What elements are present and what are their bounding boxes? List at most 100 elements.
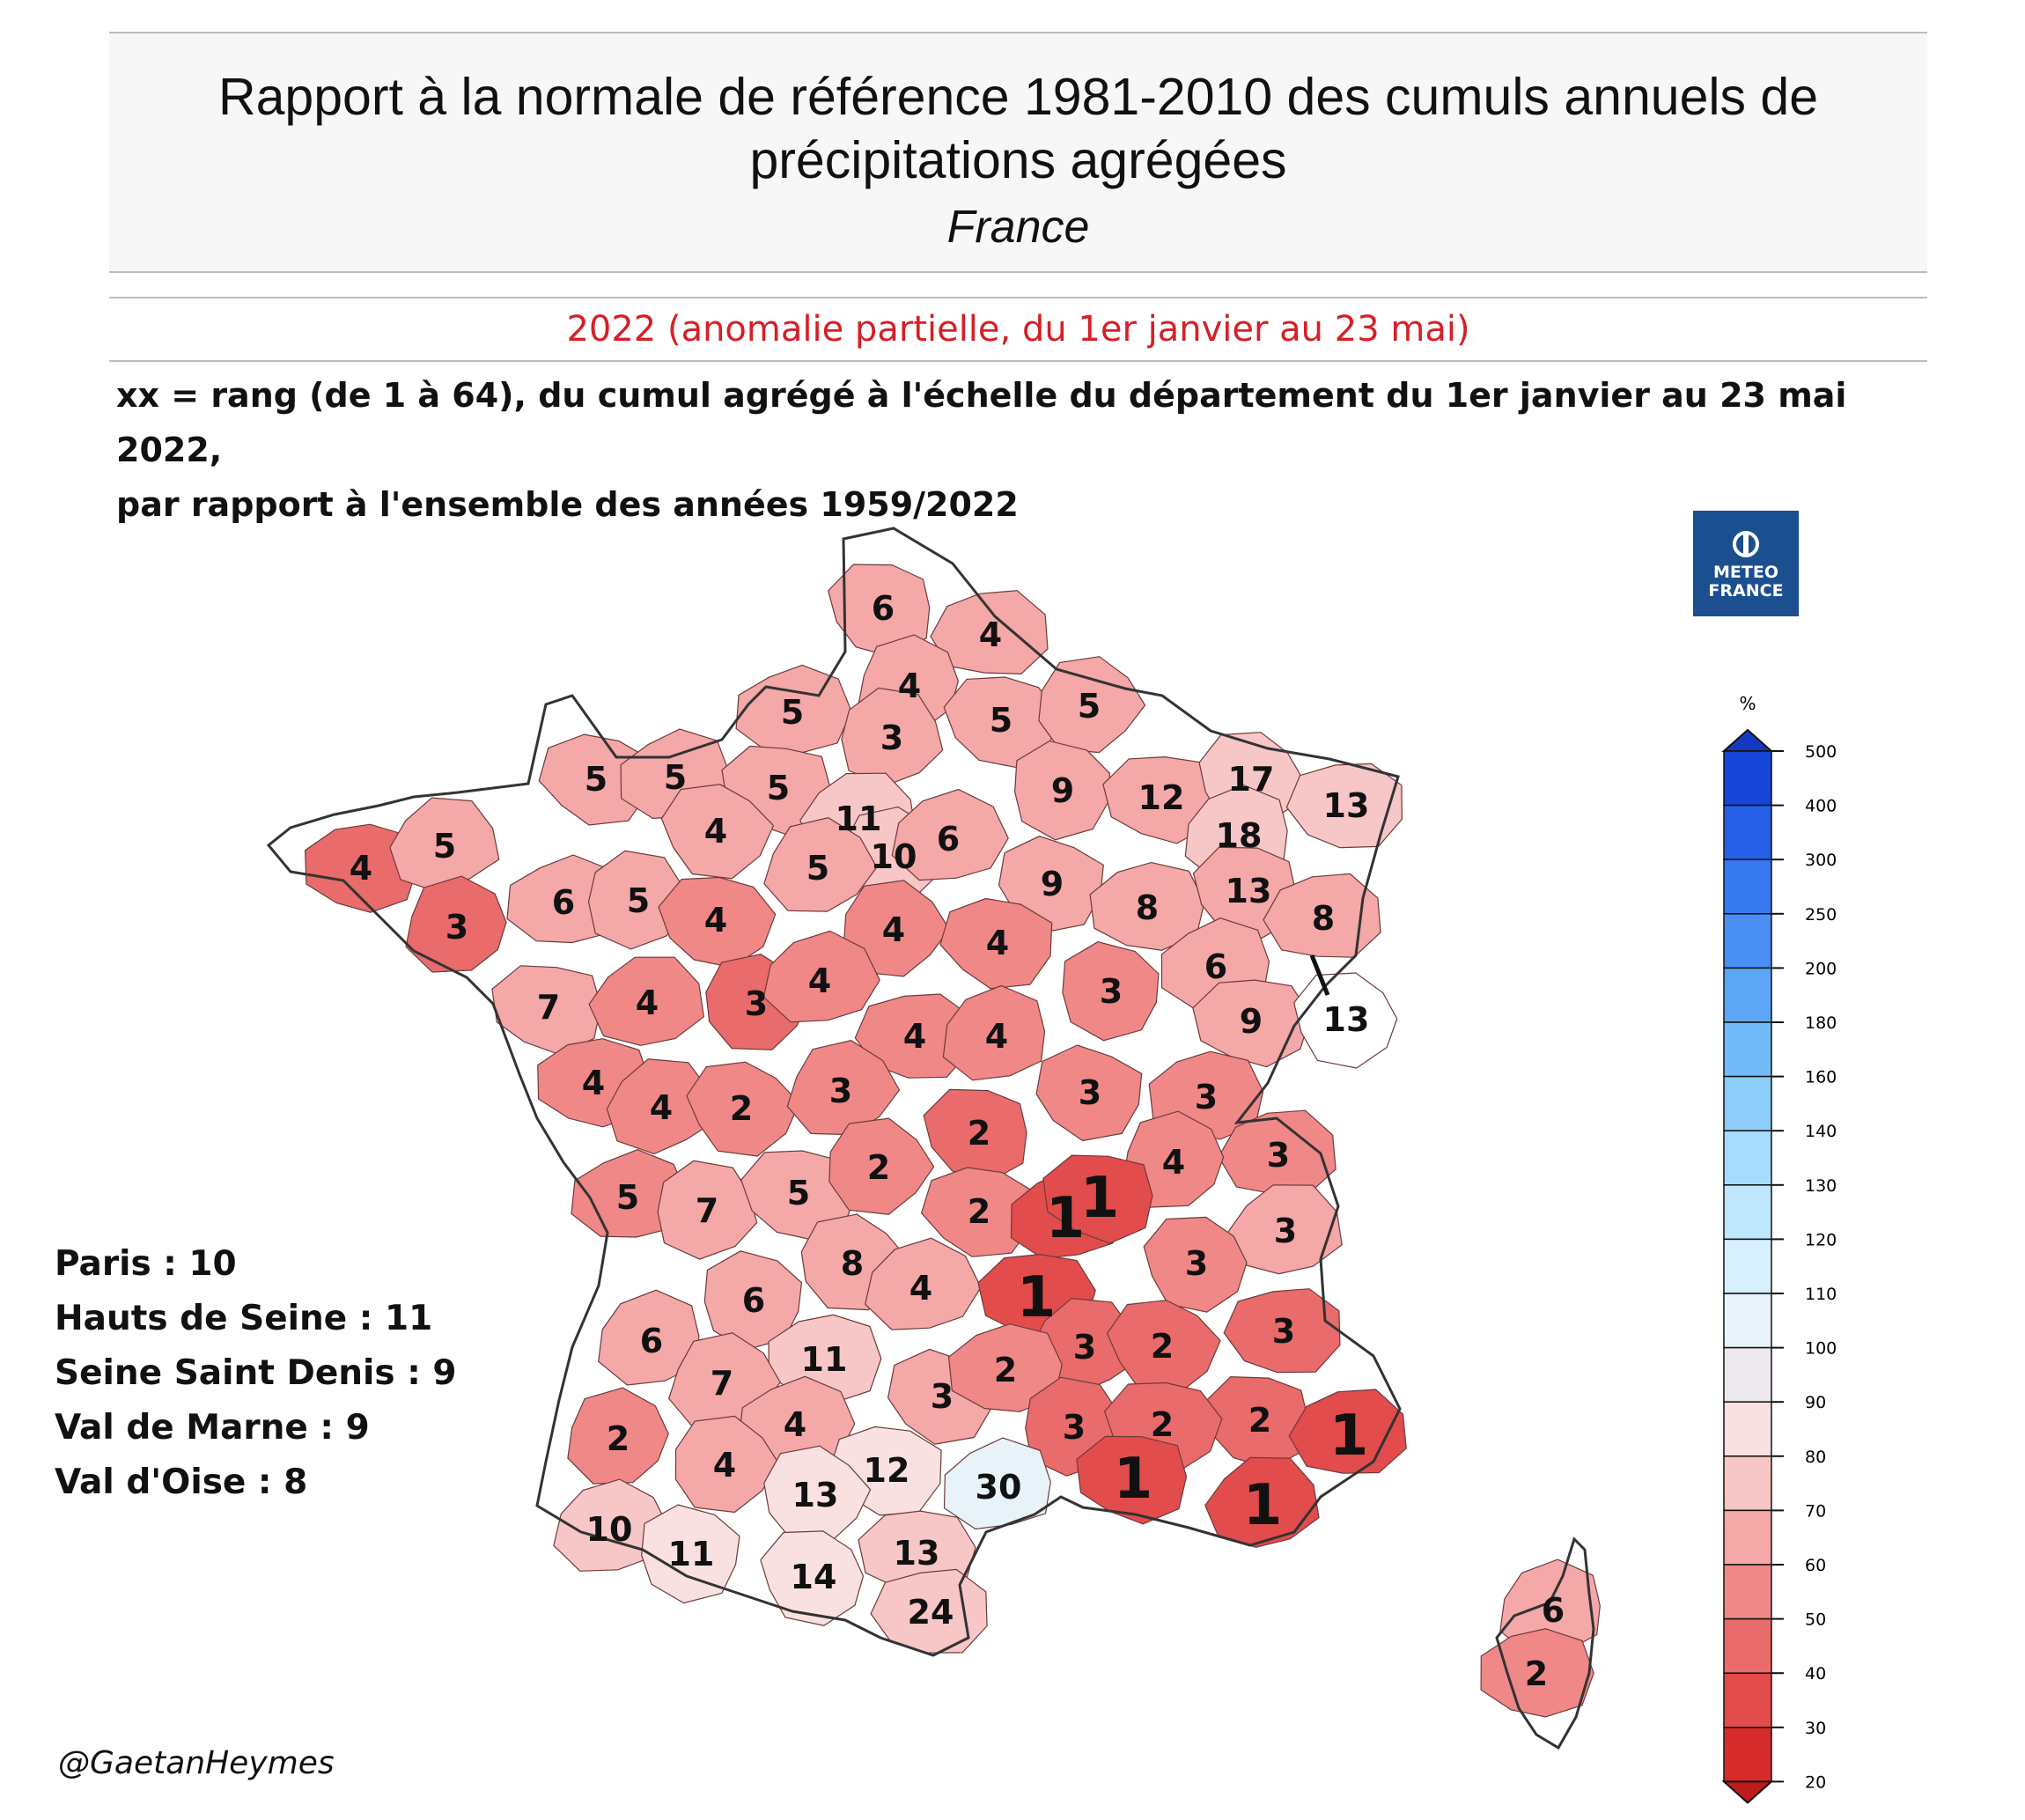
legend-arrow-top <box>1721 728 1774 752</box>
rank-label: 11 <box>836 799 882 838</box>
legend-swatch <box>1723 1509 1772 1566</box>
rank-label: 4 <box>704 901 727 939</box>
paris-area-notes: Paris : 10 Hauts de Seine : 11 Seine Sai… <box>55 1237 457 1510</box>
department-cell <box>660 784 775 880</box>
department-cell <box>703 1250 803 1351</box>
rank-label: 2 <box>968 1114 990 1153</box>
rank-label: 4 <box>882 910 905 949</box>
department-cell <box>762 930 880 1023</box>
rank-label: 5 <box>433 827 456 866</box>
rank-label: 6 <box>1204 947 1227 986</box>
rank-label: 4 <box>350 849 372 888</box>
department-cell <box>658 876 777 969</box>
rank-label: 8 <box>1312 899 1335 938</box>
legend-tick-label: 300 <box>1805 851 1837 870</box>
department-cell <box>1076 1435 1188 1525</box>
department-cell <box>1226 1184 1343 1275</box>
department-cell <box>841 687 944 787</box>
legend-tick-label: 50 <box>1805 1610 1826 1630</box>
explanation-line-1: xx = rang (de 1 à 64), du cumul agrégé à… <box>116 376 1847 469</box>
rank-label: 2 <box>994 1351 1017 1389</box>
mainland-outline <box>266 527 1402 1657</box>
explanation-line-2: par rapport à l'ensemble des années 1959… <box>116 485 1019 524</box>
rank-label: 4 <box>636 984 659 1022</box>
legend-tick-label: 20 <box>1805 1772 1826 1792</box>
department-cell <box>891 788 1009 881</box>
rank-label: 3 <box>745 984 768 1023</box>
department-cell <box>828 1117 935 1215</box>
legend-tick-label: 160 <box>1805 1068 1837 1087</box>
legend-swatch <box>1723 1238 1772 1294</box>
rank-label: 2 <box>1248 1401 1271 1440</box>
legend-swatch <box>1723 967 1772 1023</box>
legend-tick-label: 140 <box>1805 1122 1837 1141</box>
legend-swatch <box>1723 1672 1772 1728</box>
rank-label: 5 <box>767 769 790 807</box>
rank-label: 1 <box>1114 1447 1153 1512</box>
rank-label: 13 <box>894 1534 940 1573</box>
legend-tick-label: 120 <box>1805 1230 1837 1249</box>
legend-swatch <box>1723 1293 1772 1349</box>
rank-label: 4 <box>979 615 1002 654</box>
map-subtitle: France <box>946 202 1090 253</box>
department-cell <box>947 1323 1063 1412</box>
rank-label: 4 <box>582 1064 605 1102</box>
color-legend: %500400300250200180160140130120110100908… <box>1309 693 1837 1804</box>
rank-label: 4 <box>986 924 1009 962</box>
rank-label: 3 <box>931 1377 954 1416</box>
rank-label: 7 <box>711 1364 733 1403</box>
department-cell <box>606 1058 717 1155</box>
rank-label: 4 <box>1162 1143 1185 1182</box>
header-panel: Rapport à la normale de référence 1981-2… <box>109 32 1927 273</box>
region-cells <box>304 564 1601 1718</box>
rank-label: 2 <box>1525 1654 1548 1693</box>
department-cell <box>598 1289 700 1386</box>
rank-label: 7 <box>696 1191 718 1230</box>
department-cell <box>674 1415 780 1514</box>
rank-label: 13 <box>1323 786 1370 825</box>
department-cell <box>920 1167 1035 1257</box>
department-cell <box>1062 941 1160 1042</box>
rank-label: 6 <box>937 820 960 858</box>
meteo-france-logo: METEO FRANCE <box>1693 511 1799 616</box>
rank-label: 9 <box>1041 865 1064 903</box>
note-seine-saint-denis: Seine Saint Denis : 9 <box>55 1353 457 1393</box>
legend-tick-label: 110 <box>1805 1285 1837 1304</box>
rank-label: 6 <box>872 589 895 628</box>
department-cell <box>686 1061 800 1157</box>
legend-tick-label: 90 <box>1805 1393 1826 1412</box>
rank-label: 3 <box>446 908 468 947</box>
department-cell <box>1263 873 1381 958</box>
rank-label: 10 <box>586 1510 633 1549</box>
rank-label: 24 <box>908 1593 954 1632</box>
rank-label: 9 <box>1051 771 1074 810</box>
rank-label: 3 <box>1274 1212 1297 1250</box>
rank-label: 5 <box>585 760 608 799</box>
rank-label: 5 <box>1078 687 1101 726</box>
legend-tick-label: 180 <box>1805 1013 1837 1033</box>
corsica-outline <box>1495 1536 1595 1750</box>
department-cell <box>1013 740 1111 841</box>
legend-tick-label: 130 <box>1805 1176 1837 1196</box>
department-cell <box>923 1088 1027 1183</box>
rank-label: 6 <box>552 883 575 922</box>
author-credit: @GaetanHeymes <box>58 1745 335 1781</box>
legend-tick-label: 60 <box>1805 1556 1826 1575</box>
department-cell <box>1035 1044 1143 1142</box>
rank-label: 17 <box>1228 760 1275 799</box>
rank-label: 1 <box>1243 1473 1283 1538</box>
rank-label: 9 <box>1240 1002 1263 1041</box>
department-cell <box>1042 1154 1153 1244</box>
rank-label: 4 <box>704 812 727 851</box>
explanation-text: xx = rang (de 1 à 64), du cumul agrégé à… <box>116 368 1948 532</box>
rank-label: 8 <box>1136 888 1159 927</box>
rank-label: 2 <box>1151 1327 1174 1366</box>
department-cell <box>760 1530 865 1626</box>
legend-swatch <box>1723 1075 1772 1131</box>
legend-unit: % <box>1739 693 1756 714</box>
legend-tick-label: 40 <box>1805 1664 1826 1684</box>
logo-text-line-1: METEO <box>1713 563 1778 582</box>
rank-label: 4 <box>909 1269 932 1308</box>
